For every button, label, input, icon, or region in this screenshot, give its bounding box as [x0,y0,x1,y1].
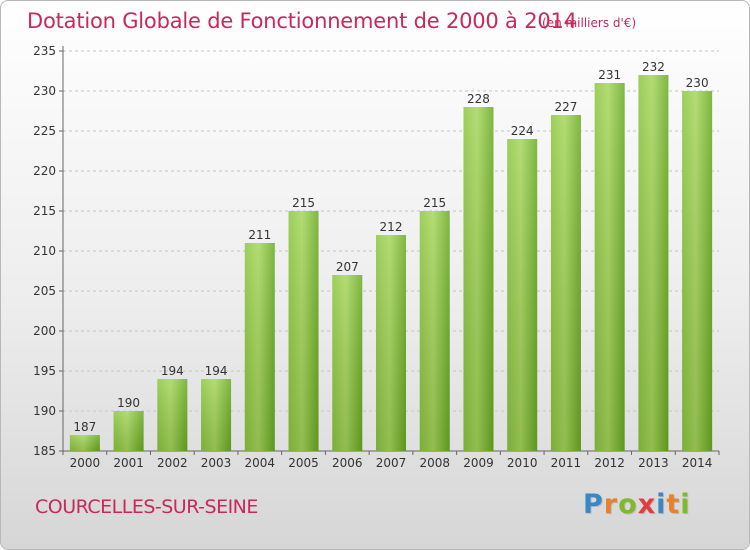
data-label: 211 [248,228,271,242]
data-label: 187 [73,420,96,434]
x-tick-label: 2001 [113,456,144,470]
bar-shade [201,379,232,451]
logo-letter: x [637,489,657,520]
proxiti-logo: Proxiti [583,489,691,520]
x-tick-label: 2013 [638,456,669,470]
bar-shade [594,83,625,451]
y-tick-label: 235 [33,44,56,58]
y-tick-label: 220 [33,164,56,178]
data-label: 227 [554,100,577,114]
chart-subtitle: (en milliers d'€) [542,16,637,30]
axes: 185 190 195 200 205 210 215 220 225 230 235 [33,44,720,458]
y-tick-label: 205 [33,284,56,298]
x-tick-label: 2012 [594,456,625,470]
logo-letter: i [656,489,667,520]
logo-letter: r [603,489,619,520]
bar-shade [332,275,363,451]
bar-shade [288,211,319,451]
x-tick-label: 2006 [332,456,363,470]
logo-letter: i [680,489,691,520]
x-tick-label: 2009 [463,456,494,470]
bar-shade [157,379,188,451]
data-label: 228 [467,92,490,106]
data-label: 194 [205,364,228,378]
x-tick-label: 2002 [157,456,188,470]
x-tick-label: 2011 [551,456,582,470]
data-label: 212 [380,220,403,234]
chart-title: Dotation Globale de Fonctionnement de 20… [27,9,577,33]
logo-letter: t [666,489,681,520]
y-tick-label: 225 [33,124,56,138]
bars [69,75,713,451]
x-tick-label: 2000 [70,456,101,470]
data-label: 232 [642,60,665,74]
data-label: 231 [598,68,621,82]
x-tick-label: 2005 [288,456,319,470]
x-tick-label: 2014 [682,456,713,470]
bar-shade [507,139,538,451]
logo-letter: P [583,489,604,520]
y-tick-label: 215 [33,204,56,218]
bar-shade [69,435,100,451]
data-labels: 2000 187 2001 190 2002 194 2003 194 2004 211 2005 2… [70,60,713,470]
bar-shade [376,235,406,451]
bar-shade [682,91,713,451]
x-tick-label: 2004 [245,456,276,470]
x-tick-label: 2003 [201,456,232,470]
data-label: 207 [336,260,359,274]
data-label: 190 [117,396,140,410]
x-tick-label: 2008 [419,456,450,470]
commune-name: COURCELLES-SUR-SEINE [35,496,258,518]
bar-shade [113,411,144,451]
data-label: 194 [161,364,184,378]
data-label: 215 [423,196,446,210]
y-tick-label: 200 [33,324,56,338]
bar-shade [419,211,450,451]
y-tick-label: 210 [33,244,56,258]
bar-shade [550,115,581,451]
x-tick-label: 2007 [376,456,407,470]
data-label: 230 [686,76,709,90]
bar-shade [244,243,275,451]
data-label: 224 [511,124,534,138]
x-tick-label: 2010 [507,456,538,470]
bar-shade [463,107,494,451]
data-label: 215 [292,196,315,210]
logo-letter: o [618,489,638,520]
y-tick-label: 190 [33,404,56,418]
y-tick-label: 185 [33,444,56,458]
y-tick-label: 195 [33,364,56,378]
bar-shade [638,75,669,451]
y-tick-label: 230 [33,84,56,98]
